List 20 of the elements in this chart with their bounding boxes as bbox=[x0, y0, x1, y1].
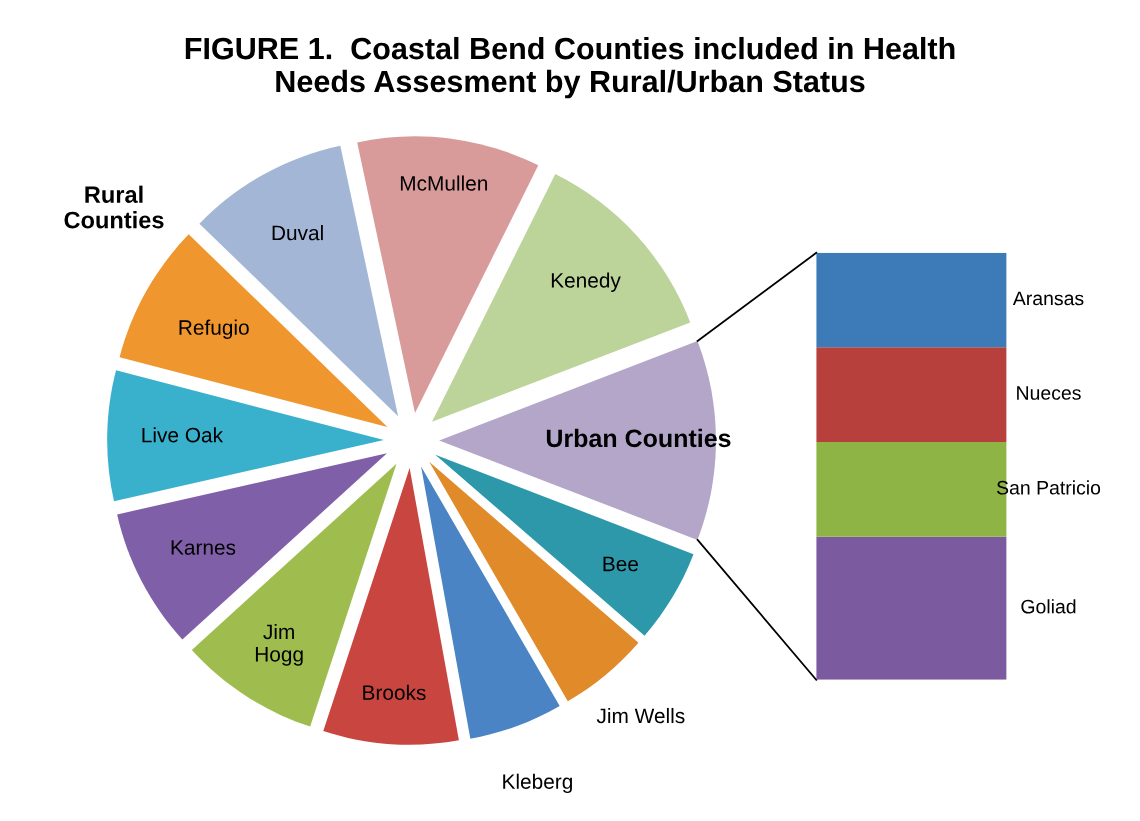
slice-label: Kenedy bbox=[551, 272, 621, 292]
slice-label: Live Oak bbox=[142, 427, 224, 443]
chart-title: FIGURE 1. Coastal Bend Counties included in Health Needs Assesment by Rural/Urban Status bbox=[185, 36, 955, 99]
slice-label: Bee bbox=[603, 556, 638, 572]
slice-label: Brooks bbox=[363, 684, 426, 701]
slice-label: Kleberg bbox=[503, 773, 572, 794]
series-label: Goliad bbox=[1021, 599, 1076, 614]
slice-label: McMullen bbox=[400, 175, 488, 191]
bar bbox=[816, 252, 1007, 348]
slice-label: Jim Wells bbox=[596, 707, 685, 724]
bar bbox=[816, 536, 1007, 680]
slice-label: Karnes bbox=[171, 540, 236, 555]
text: Rural Counties bbox=[64, 185, 164, 229]
series-label: Aransas bbox=[1012, 291, 1084, 306]
slice-label: Duval bbox=[272, 224, 323, 241]
bar bbox=[816, 347, 1007, 442]
series-label: Nueces bbox=[1017, 386, 1081, 400]
slice-label: Jim Hogg bbox=[255, 623, 303, 666]
slice-label: Refugio bbox=[179, 319, 249, 339]
slice-label: Urban Counties bbox=[546, 428, 731, 448]
